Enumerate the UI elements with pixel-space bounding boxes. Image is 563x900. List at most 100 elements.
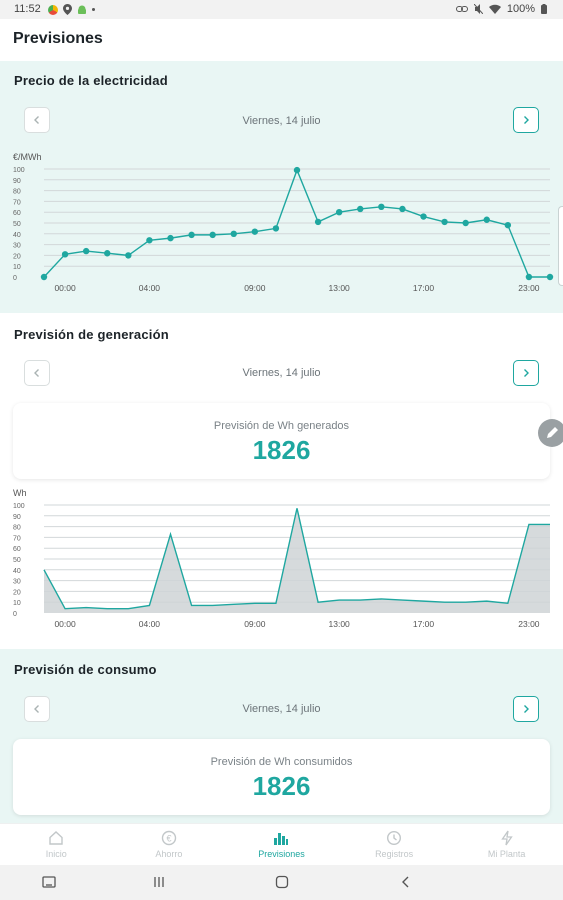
price-section-title: Precio de la electricidad: [14, 73, 168, 88]
back-icon[interactable]: [399, 875, 413, 889]
consumption-next-day-button[interactable]: [513, 696, 539, 722]
recent-apps-icon[interactable]: [152, 875, 166, 889]
data-point: [82, 247, 90, 255]
price-date: Viernes, 14 julio: [242, 115, 321, 127]
y-axis-label: €/MWh: [13, 152, 42, 162]
wifi-icon: [488, 4, 501, 14]
home-button-icon[interactable]: [275, 875, 289, 889]
notification-icons: [48, 4, 95, 15]
generation-section-title: Previsión de generación: [14, 327, 169, 342]
x-tick-label: 04:00: [139, 283, 161, 293]
chevron-right-icon: [524, 705, 529, 713]
bolt-icon: [500, 830, 513, 846]
status-time: 11:52: [14, 3, 41, 15]
nav-item-previsiones[interactable]: Previsiones: [225, 824, 338, 865]
nav-item-registros[interactable]: Registros: [338, 824, 451, 865]
nav-item-label: Registros: [375, 849, 414, 859]
data-point: [40, 273, 48, 281]
bar-chart-icon: [274, 833, 289, 845]
y-tick-label: 30: [13, 243, 21, 250]
nav-item-label: Ahorro: [155, 849, 183, 859]
x-tick-label: 13:00: [329, 619, 351, 629]
consumption-card-label: Previsión de Wh consumidos: [210, 756, 353, 768]
y-tick-label: 90: [13, 514, 21, 521]
price-prev-day-button[interactable]: [24, 107, 50, 133]
price-next-day-button[interactable]: [513, 107, 539, 133]
y-tick-label: 90: [13, 178, 21, 185]
y-tick-label: 40: [13, 568, 21, 575]
y-tick-label: 60: [13, 210, 21, 217]
side-drawer-handle[interactable]: [558, 206, 563, 286]
y-tick-label: 50: [13, 557, 21, 564]
y-tick-label: 100: [13, 167, 25, 174]
area-fill: [44, 508, 550, 613]
y-tick-label: 10: [13, 264, 21, 271]
x-tick-label: 09:00: [244, 283, 266, 293]
nav-item-inicio[interactable]: Inicio: [0, 824, 113, 865]
more-dot-icon: [92, 8, 95, 11]
data-point: [293, 166, 301, 174]
generation-card-label: Previsión de Wh generados: [213, 420, 350, 432]
y-tick-label: 100: [13, 503, 25, 510]
x-tick-label: 09:00: [244, 619, 266, 629]
price-chart: €/MWh 0 10 20 30 40 50 60 70 80 90 100 00:00 04:00 09:…: [13, 152, 554, 293]
data-point: [483, 216, 490, 223]
series-line: [43, 168, 550, 278]
data-point: [272, 225, 280, 232]
y-tick-label: 0: [13, 275, 17, 282]
nav-item-mi-planta[interactable]: Mi Planta: [450, 824, 563, 865]
consumption-summary-card: Previsión de Wh consumidos 1826: [13, 739, 550, 815]
y-tick-label: 80: [13, 525, 21, 532]
keyboard-switch-icon[interactable]: [42, 875, 56, 889]
data-point: [209, 231, 216, 239]
nav-item-label: Previsiones: [258, 849, 305, 859]
data-point: [462, 219, 469, 227]
x-tick-label: 17:00: [413, 283, 435, 293]
chevron-left-icon: [34, 705, 39, 713]
x-tick-label: 13:00: [329, 283, 351, 293]
location-icon: [63, 4, 72, 15]
status-right: 100%: [455, 3, 547, 15]
data-point: [420, 213, 427, 220]
generation-summary-card: Previsión de Wh generados 1826: [13, 403, 550, 479]
data-point: [104, 250, 111, 257]
system-nav-bar: [0, 865, 563, 900]
data-point: [378, 203, 385, 210]
nav-item-label: Inicio: [45, 849, 67, 859]
data-point: [251, 228, 259, 235]
y-tick-label: 20: [13, 589, 21, 596]
history-icon: [387, 830, 402, 846]
generation-prev-day-button[interactable]: [24, 360, 50, 386]
consumption-prev-day-button[interactable]: [24, 696, 50, 722]
series-line: [43, 508, 550, 610]
price-section: Precio de la electricidad Viernes, 14 ju…: [0, 61, 563, 313]
svg-text:€: €: [166, 834, 171, 844]
x-tick-label: 00:00: [54, 619, 76, 629]
consumption-section-title: Previsión de consumo: [14, 662, 157, 677]
chevron-right-icon: [524, 369, 529, 377]
nav-item-ahorro[interactable]: € Ahorro: [113, 824, 226, 865]
android-icon: [78, 5, 86, 14]
data-point: [335, 209, 343, 216]
home-icon: [49, 831, 63, 845]
generation-next-day-button[interactable]: [513, 360, 539, 386]
generation-chart: Wh 0 10 20 30 40 50 60 70 80 90 100 00:00 04:00 09:00 1…: [13, 488, 550, 629]
data-point: [546, 273, 554, 281]
edit-button[interactable]: [538, 419, 563, 447]
chevron-left-icon: [34, 116, 39, 124]
x-tick-label: 17:00: [413, 619, 435, 629]
x-tick-label: 23:00: [518, 619, 540, 629]
x-tick-label: 23:00: [518, 283, 540, 293]
y-tick-label: 70: [13, 535, 21, 542]
y-tick-label: 40: [13, 232, 21, 239]
y-tick-label: 20: [13, 253, 21, 260]
euro-icon: €: [161, 830, 177, 846]
y-tick-label: 80: [13, 189, 21, 196]
data-point: [188, 231, 195, 239]
data-point: [61, 251, 69, 258]
y-tick-label: 0: [13, 611, 17, 618]
data-point: [441, 218, 448, 226]
y-tick-label: 50: [13, 221, 21, 228]
pencil-icon: [547, 427, 558, 438]
data-point: [525, 273, 533, 281]
